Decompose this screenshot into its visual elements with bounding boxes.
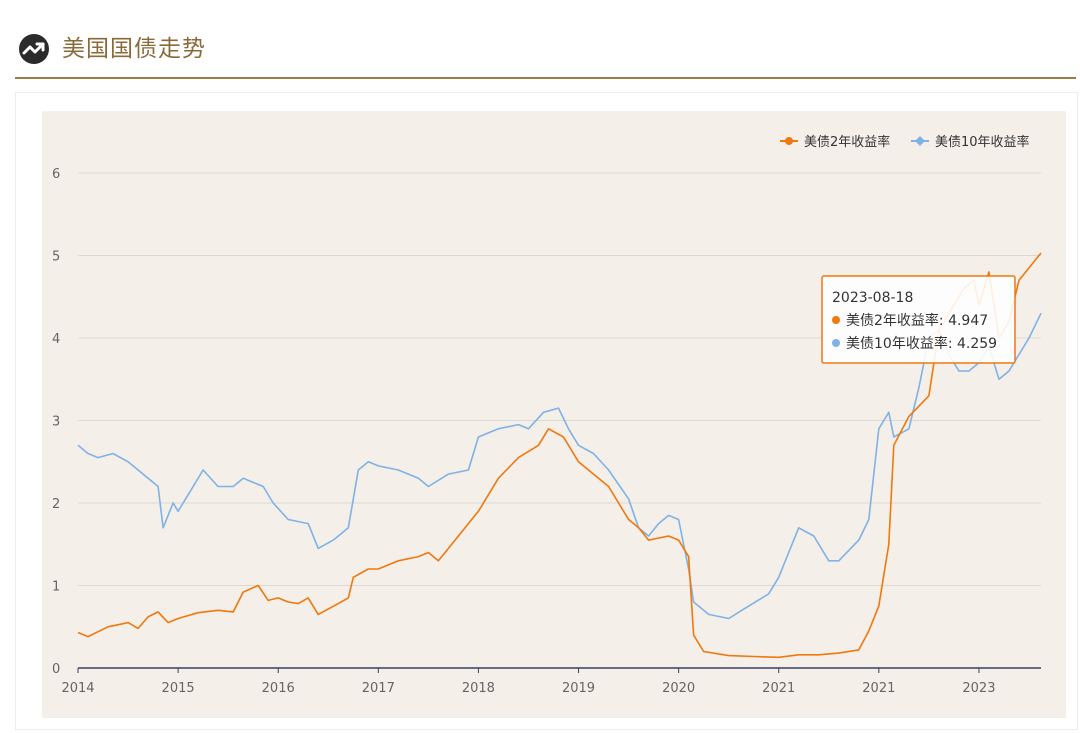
- legend-marker-2y: [785, 137, 793, 145]
- series-line-10y[interactable]: [77, 312, 1042, 620]
- x-tick-label: 2020: [662, 681, 695, 696]
- x-tick-label: 2019: [562, 681, 595, 696]
- page-title: 美国国债走势: [62, 36, 206, 62]
- y-tick-label: 0: [52, 662, 60, 677]
- legend-marker-10y: [915, 136, 925, 146]
- x-tick-label: 2017: [362, 681, 395, 696]
- tooltip-value-10y: 美债10年收益率: 4.259: [846, 335, 997, 352]
- x-tick-label: 2016: [262, 681, 295, 696]
- chart-tooltip: 2023-08-18 美债2年收益率: 4.947 美债10年收益率: 4.25…: [821, 275, 1016, 364]
- chart-legend: 美债2年收益率 美债10年收益率: [780, 134, 1030, 150]
- y-tick-label: 4: [52, 332, 60, 347]
- tooltip-value-2y: 美债2年收益率: 4.947: [846, 312, 988, 329]
- tooltip-dot-10y: [832, 339, 840, 347]
- y-tick-label: 6: [52, 167, 60, 182]
- y-tick-label: 2: [52, 497, 60, 512]
- tooltip-box: [821, 275, 1016, 364]
- x-tick-label: 2021: [762, 681, 795, 696]
- legend-label-10y[interactable]: 美债10年收益率: [935, 134, 1030, 150]
- x-tick-label: 2021: [862, 681, 895, 696]
- x-tick-label: 2023: [962, 681, 995, 696]
- x-tick-label: 2018: [462, 681, 495, 696]
- series-line-2y[interactable]: [77, 252, 1042, 659]
- tooltip-dot-2y: [832, 316, 840, 324]
- y-tick-label: 3: [52, 415, 60, 430]
- y-tick-label: 1: [52, 580, 60, 595]
- tooltip-date: 2023-08-18: [832, 290, 913, 306]
- legend-label-2y[interactable]: 美债2年收益率: [804, 134, 890, 150]
- x-tick-label: 2015: [162, 681, 195, 696]
- header-divider: [15, 77, 1076, 79]
- y-tick-label: 5: [52, 250, 60, 265]
- chart-area: [42, 111, 1066, 718]
- section-header: 美国国债走势: [0, 0, 1080, 80]
- trend-up-circle-icon: [19, 34, 49, 64]
- x-tick-label: 2014: [61, 681, 94, 696]
